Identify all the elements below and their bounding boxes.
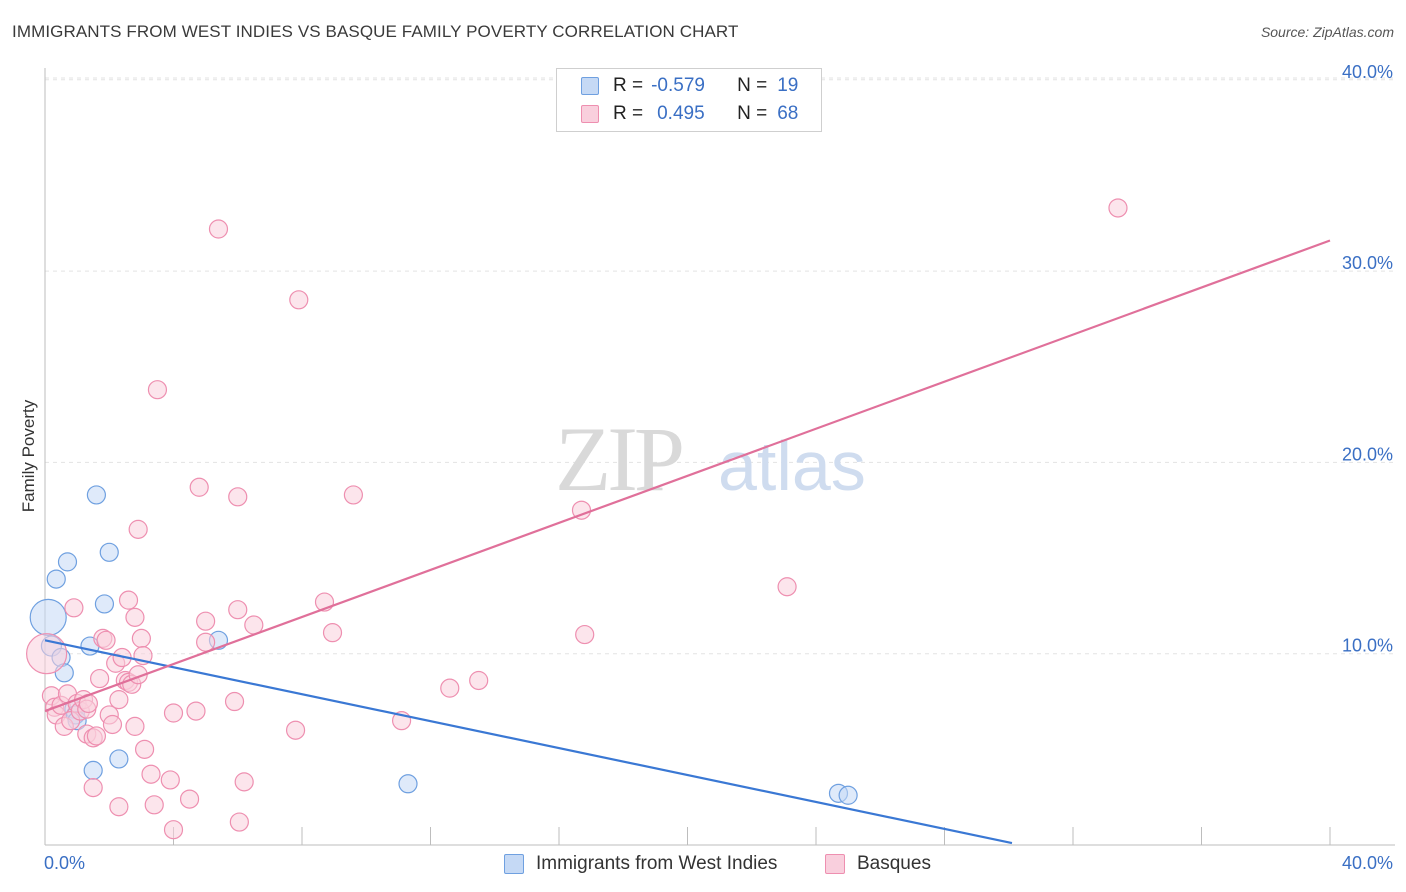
basques-point [96,630,116,650]
west-indies-point [838,785,858,805]
legend-r-value: 0.495 [657,103,705,124]
basques-point [144,795,164,815]
west-indies-point [398,774,418,794]
basques-point [189,477,209,497]
basques-point [777,577,797,597]
basques-point [179,789,200,809]
legend-swatch-blue [581,77,599,95]
basques-point [440,678,460,698]
x-tick-label-min: 0.0% [44,853,85,873]
series-legend-west-indies: Immigrants from West Indies [504,852,777,876]
west-indies-point [29,598,67,636]
basques-point [1108,198,1128,218]
west-indies-point [94,594,115,614]
series-swatch-blue [504,854,524,874]
grid-lines [45,77,1395,655]
series-swatch-pink [825,854,845,874]
basques-point [469,670,489,691]
basques-point [163,820,184,840]
x-tick-label-max: 40.0% [1342,853,1393,873]
y-tick-label: 40.0% [1342,62,1393,82]
y-tick-label: 10.0% [1342,636,1393,656]
basques-point [118,590,139,610]
basques-point [125,716,145,736]
west-indies-point [46,569,66,589]
basques-point [83,778,103,798]
legend-n-value: 68 [777,103,799,124]
basques-point [285,720,306,740]
legend-r-label: R = [613,75,644,96]
basques-point [575,624,595,645]
west-indies-point [99,542,119,562]
basques-point [224,691,245,712]
basques-point [125,607,145,627]
west-indies-trend-line [44,639,1013,845]
series-label-basques: Basques [857,853,931,874]
watermark: ZIP atlas [555,408,866,510]
basques-point [102,714,123,735]
basques-point [147,380,168,400]
basques-point [186,701,206,721]
legend-swatch-pink [581,105,599,123]
series-legend-basques: Basques [825,852,931,876]
tick-labels: 10.0% 20.0% 30.0% 40.0% 0.0% 40.0% [44,62,1393,873]
source-attribution: Source: ZipAtlas.com [1260,24,1394,40]
west-indies-point [109,749,129,769]
y-tick-label: 30.0% [1342,253,1393,273]
basques-point [208,219,229,239]
data-points [26,198,1128,840]
correlation-legend: R = -0.579 N = 19 R = 0.495 N = 68 [556,68,822,132]
basques-point [109,690,129,710]
legend-r-value: -0.579 [651,75,705,96]
west-indies-point [83,760,103,780]
watermark-zip: ZIP [555,408,682,510]
basques-point [128,519,148,539]
chart-title: IMMIGRANTS FROM WEST INDIES VS BASQUE FA… [12,22,739,41]
west-indies-point [57,552,78,572]
legend-n-label: N = [737,75,768,96]
y-axis-label: Family Poverty [19,399,38,512]
legend-n-label: N = [737,103,768,124]
basques-point [289,290,309,310]
basques-point [196,632,216,652]
basques-point [64,598,84,618]
basques-point [229,812,249,832]
basques-point [228,487,248,507]
legend-r-label: R = [613,103,644,124]
legend-row-basques: R = 0.495 N = 68 [581,103,798,125]
west-indies-point [86,485,107,505]
basques-point [160,770,180,790]
basques-point [228,600,248,620]
basques-point [86,726,107,746]
basques-point [234,772,254,792]
legend-row-west-indies: R = -0.579 N = 19 [581,75,798,97]
basques-trend-line [44,239,1331,713]
basques-point [343,485,363,505]
y-tick-label: 20.0% [1342,444,1393,464]
legend-n-value: 19 [777,75,799,96]
basques-point [134,739,155,759]
basques-point [109,797,129,817]
basques-point [163,703,184,723]
basques-point [131,628,151,648]
basques-point [90,668,110,689]
basques-point [322,623,343,643]
watermark-atlas: atlas [718,427,866,505]
trend-lines [44,239,1331,845]
basques-point [141,764,161,784]
basques-point [196,611,216,631]
series-label-west-indies: Immigrants from West Indies [536,853,778,874]
